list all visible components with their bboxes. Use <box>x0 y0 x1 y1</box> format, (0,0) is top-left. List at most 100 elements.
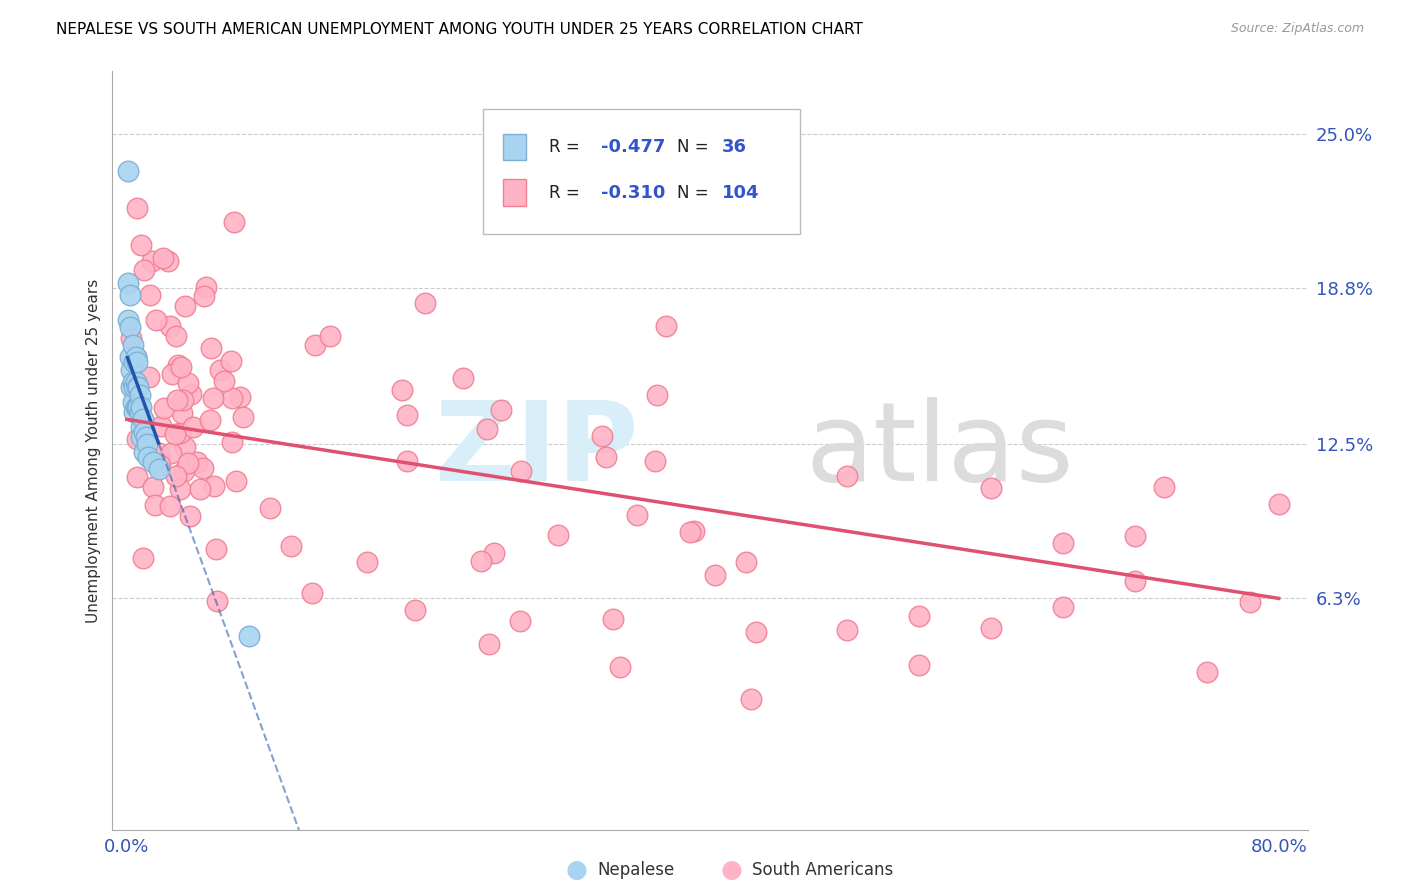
Point <box>655 318 678 333</box>
Point <box>129 238 152 252</box>
FancyBboxPatch shape <box>503 179 526 206</box>
Point <box>451 371 474 385</box>
Point <box>135 430 157 444</box>
Point <box>395 453 418 467</box>
Point <box>200 341 222 355</box>
Point <box>395 408 418 422</box>
Point <box>153 401 176 415</box>
Point <box>1239 595 1261 609</box>
Point <box>118 350 141 364</box>
Point <box>128 405 150 419</box>
Point <box>173 464 195 478</box>
Point <box>125 432 148 446</box>
Point <box>1195 665 1218 680</box>
Point <box>142 480 165 494</box>
Point <box>228 390 250 404</box>
Text: ●: ● <box>720 858 742 881</box>
Point <box>170 406 193 420</box>
Point <box>1052 599 1074 614</box>
Point <box>1153 480 1175 494</box>
Point <box>907 657 929 672</box>
Point <box>143 498 166 512</box>
Point <box>159 499 181 513</box>
Point <box>138 450 160 464</box>
Point <box>125 400 148 414</box>
Point <box>645 388 668 402</box>
Point <box>124 400 146 414</box>
Point <box>478 637 501 651</box>
Point <box>125 469 148 483</box>
Text: 36: 36 <box>723 138 747 156</box>
Point <box>159 446 181 460</box>
Point <box>117 163 139 178</box>
Point <box>734 555 756 569</box>
Point <box>547 528 569 542</box>
Point <box>117 313 139 327</box>
Point <box>221 435 243 450</box>
Point <box>301 585 323 599</box>
Point <box>127 400 149 414</box>
Point <box>591 429 613 443</box>
Point <box>169 360 191 375</box>
Point <box>319 329 342 343</box>
Point <box>118 320 141 334</box>
Point <box>644 453 666 467</box>
Point <box>280 539 302 553</box>
Point <box>174 440 197 454</box>
Point <box>835 468 858 483</box>
Point <box>122 355 145 369</box>
Point <box>122 380 145 394</box>
Point <box>212 374 235 388</box>
Point <box>609 660 631 674</box>
Point <box>1123 529 1146 543</box>
Point <box>125 350 148 364</box>
FancyBboxPatch shape <box>503 134 526 161</box>
Point <box>132 551 155 566</box>
Point <box>221 354 243 368</box>
Point <box>225 474 247 488</box>
Point <box>980 481 1002 495</box>
Point <box>626 508 648 523</box>
Point <box>124 350 146 364</box>
Point <box>134 263 156 277</box>
Point <box>510 464 533 478</box>
Point <box>136 437 159 451</box>
Point <box>202 479 225 493</box>
Text: 104: 104 <box>723 184 759 202</box>
Point <box>165 328 187 343</box>
Point <box>740 691 762 706</box>
Point <box>159 319 181 334</box>
Point <box>177 456 200 470</box>
Point <box>683 524 706 539</box>
Point <box>180 386 202 401</box>
Point <box>191 460 214 475</box>
Point <box>602 612 624 626</box>
Point <box>470 554 492 568</box>
Point <box>907 609 929 624</box>
Point <box>186 455 208 469</box>
Point <box>238 629 260 643</box>
Point <box>134 425 156 439</box>
Point <box>190 482 212 496</box>
Point <box>120 331 142 345</box>
Point <box>127 380 149 394</box>
Point <box>122 405 145 419</box>
Point <box>477 422 499 436</box>
Text: atlas: atlas <box>806 397 1074 504</box>
Point <box>124 375 146 389</box>
Text: South Americans: South Americans <box>752 861 893 879</box>
Point <box>165 469 187 483</box>
Point <box>128 387 150 401</box>
Point <box>304 338 326 352</box>
Point <box>595 450 617 464</box>
Text: ZIP: ZIP <box>434 397 638 504</box>
Point <box>208 363 231 377</box>
Text: -0.477: -0.477 <box>602 138 665 156</box>
Text: Source: ZipAtlas.com: Source: ZipAtlas.com <box>1230 22 1364 36</box>
Point <box>205 594 228 608</box>
Point <box>1052 536 1074 550</box>
Text: N =: N = <box>676 184 713 202</box>
Point <box>1268 497 1291 511</box>
Point <box>148 445 170 459</box>
Point <box>138 369 160 384</box>
